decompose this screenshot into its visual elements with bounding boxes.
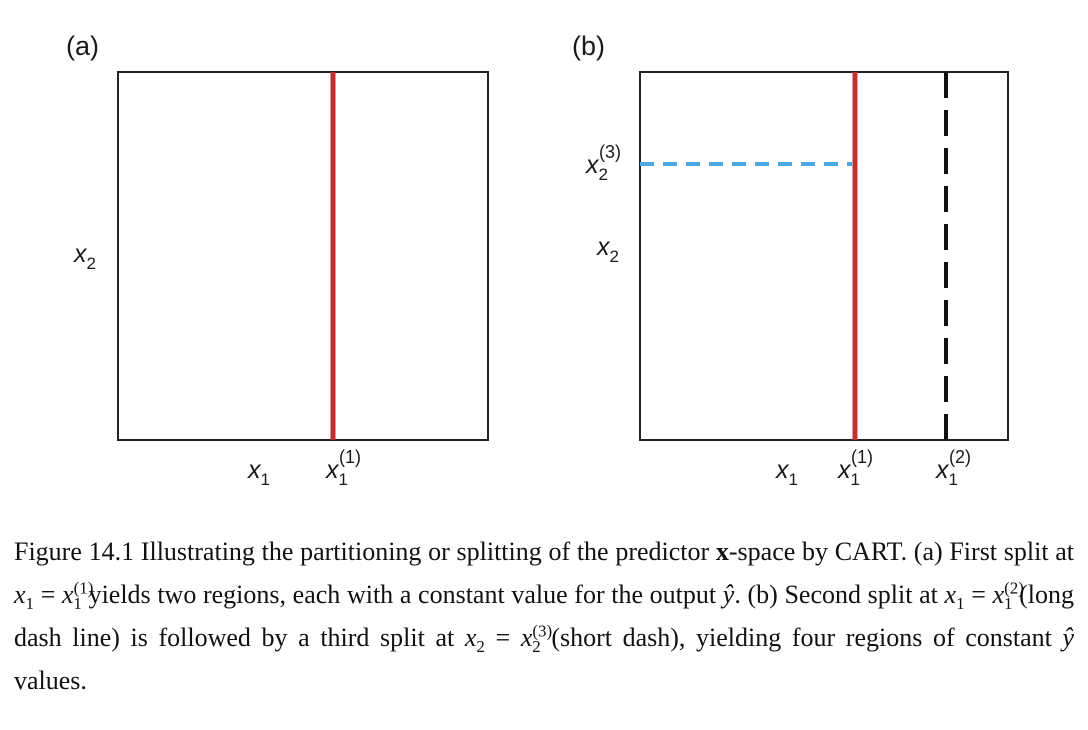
caption-vector-x: x — [715, 537, 729, 566]
panel-a-x-axis-label: x1 — [247, 456, 270, 489]
caption-text-4: . (b) Second split at — [734, 580, 938, 609]
panel-b-x-axis-label: x1 — [775, 456, 798, 489]
cart-partition-figure: (a) x2 x1 x1(1) (b) x2(3) x2 x1 x1(1) — [66, 31, 1009, 489]
panel-b-letter: (b) — [572, 31, 605, 61]
panel-a: (a) x2 x1 x1(1) — [66, 31, 489, 489]
caption-text-2: -space by CART. (a) First split at — [728, 537, 1075, 566]
caption-yhat-2: ŷ — [1062, 623, 1075, 652]
caption-yhat-1: ŷ — [722, 580, 735, 609]
panel-b-split-label-x1-1: x1(1) — [837, 447, 873, 489]
panel-b: (b) x2(3) x2 x1 x1(1) x1(2) — [572, 31, 1009, 489]
caption-text-1: Illustrating the partitioning or splitti… — [140, 537, 710, 566]
caption-figure-number: Figure 14.1 — [14, 537, 135, 566]
panel-b-y-axis-label: x2 — [596, 233, 619, 266]
panel-b-split-label-x1-2: x1(2) — [935, 447, 971, 489]
caption-text-3: yields two regions, each with a constant… — [88, 580, 717, 609]
panel-b-frame — [639, 71, 1009, 441]
panel-a-frame — [117, 71, 489, 441]
caption-eq-2: x1 = x(2)1 — [944, 578, 1024, 614]
panel-a-letter: (a) — [66, 31, 99, 61]
caption-text-7: values. — [14, 666, 87, 695]
panel-a-y-axis-label: x2 — [73, 240, 96, 273]
panel-a-split-label-x1-1: x1(1) — [325, 447, 361, 489]
figure-caption: Figure 14.1 Illustrating the partitionin… — [14, 530, 1074, 702]
panel-b-split-label-x2-3: x2(3) — [585, 142, 621, 184]
caption-text-6: (short dash), yielding four regions of c… — [551, 623, 1052, 652]
caption-eq-1: x1 = x(1)1 — [14, 578, 94, 614]
caption-text-5: (long dash line) is followed by a third … — [14, 580, 1074, 652]
caption-eq-3: x2 = x(3)2 — [464, 621, 553, 657]
